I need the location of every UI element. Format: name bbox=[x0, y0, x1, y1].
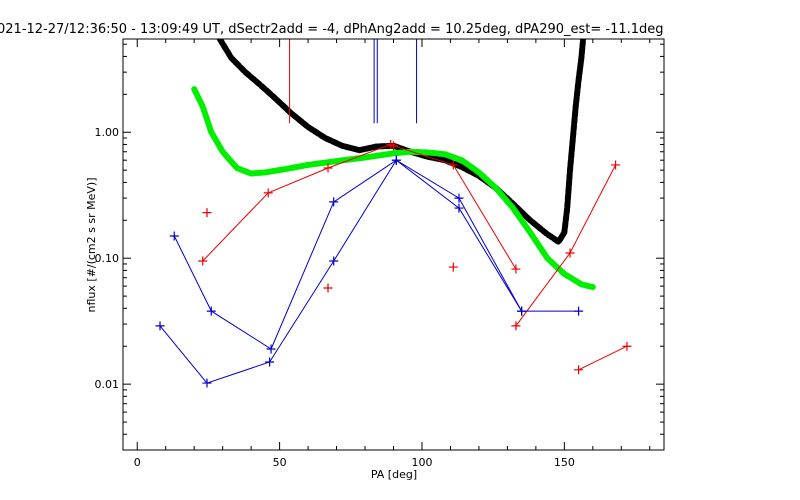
x-tick-label-3: 100 bbox=[411, 456, 432, 469]
y-tick-label-2: 0.10 bbox=[95, 252, 120, 265]
series-8-point-7 bbox=[517, 306, 527, 316]
series-7-point-6 bbox=[454, 193, 464, 203]
vline-layer bbox=[289, 39, 418, 124]
series-layer bbox=[155, 39, 632, 388]
series-3-isolated-point-3 bbox=[448, 262, 458, 272]
series-6-line bbox=[578, 345, 628, 371]
series-1-curve bbox=[216, 39, 587, 247]
y-axis-label: nflux [#/(cm2 s sr MeV)] bbox=[85, 178, 98, 313]
series-6 bbox=[574, 341, 632, 375]
series-5-point-2 bbox=[565, 248, 575, 258]
series-3-isolated-point-1 bbox=[202, 208, 212, 218]
series-4-point-1 bbox=[389, 141, 398, 151]
series-3 bbox=[198, 139, 458, 293]
y-tick-label-3: 1.00 bbox=[95, 126, 120, 139]
series-7-point-4 bbox=[329, 197, 339, 207]
series-7-point-1 bbox=[169, 231, 179, 241]
series-5-point-3 bbox=[611, 160, 621, 170]
series-8-point-5 bbox=[391, 155, 401, 165]
series-1 bbox=[216, 39, 587, 247]
series-7-point-2 bbox=[206, 306, 216, 316]
series-3-isolated-point-2 bbox=[323, 283, 333, 293]
plot-frame bbox=[122, 38, 665, 451]
x-tick-label-2: 50 bbox=[273, 456, 287, 469]
axis-layer: 0 50 100 150 0.01 0.10 1.00 bbox=[95, 39, 664, 469]
series-8-line bbox=[159, 159, 523, 384]
series-6-point-2 bbox=[622, 341, 632, 351]
series-4 bbox=[389, 141, 521, 274]
series-7-point-8 bbox=[574, 306, 584, 316]
series-7-point-3 bbox=[266, 344, 276, 354]
series-5-point-1 bbox=[511, 321, 521, 331]
x-axis-label: PA [deg] bbox=[371, 468, 417, 481]
series-5 bbox=[511, 160, 621, 331]
chart-title: 021-12-27/12:36:50 - 13:09:49 UT, dSectr… bbox=[0, 22, 664, 37]
series-8-point-1 bbox=[155, 321, 165, 331]
series-8-point-2 bbox=[202, 378, 212, 388]
series-3-point-2 bbox=[263, 188, 273, 198]
series-4-point-2 bbox=[448, 160, 458, 170]
series-7 bbox=[169, 155, 584, 354]
x-tick-label-4: 150 bbox=[554, 456, 575, 469]
series-6-point-1 bbox=[574, 365, 584, 375]
series-3-line bbox=[202, 144, 391, 262]
series-8-point-4 bbox=[329, 256, 339, 266]
series-4-point-3 bbox=[511, 264, 521, 274]
series-3-point-1 bbox=[198, 256, 208, 266]
x-tick-label-1: 0 bbox=[134, 456, 141, 469]
series-2-curve bbox=[191, 86, 596, 291]
series-8-point-6 bbox=[454, 203, 464, 213]
series-8 bbox=[155, 155, 527, 388]
series-2 bbox=[191, 86, 596, 291]
y-tick-label-1: 0.01 bbox=[95, 378, 120, 391]
series-3-point-3 bbox=[323, 163, 333, 173]
series-8-point-3 bbox=[265, 357, 275, 367]
series-7-line bbox=[173, 159, 579, 350]
